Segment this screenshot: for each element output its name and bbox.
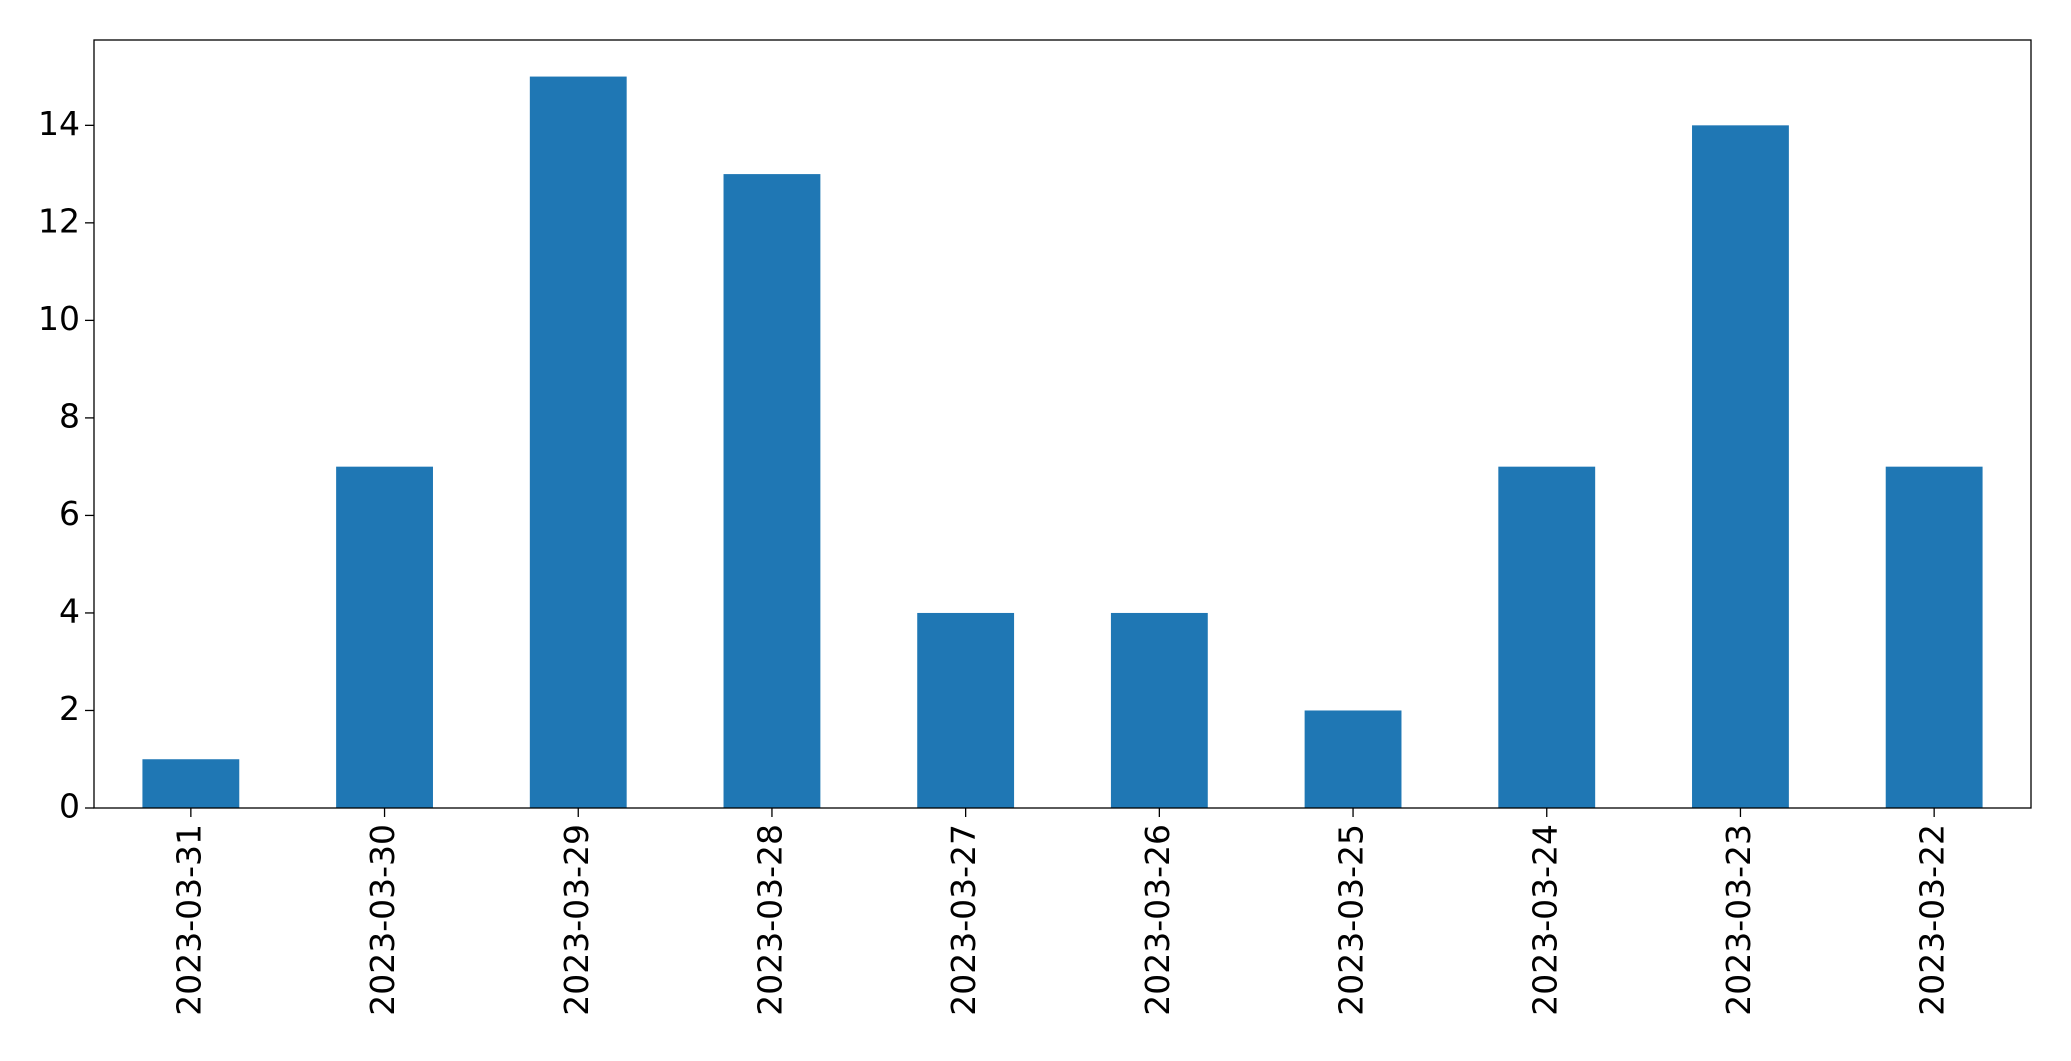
x-tick-label: 2023-03-25 <box>1332 824 1371 1016</box>
x-tick-label: 2023-03-22 <box>1913 824 1952 1016</box>
bar <box>1304 710 1402 808</box>
x-tick-label: 2023-03-23 <box>1719 824 1758 1016</box>
x-tick-label: 2023-03-31 <box>169 824 208 1016</box>
y-tick-label: 12 <box>38 201 80 240</box>
y-tick-label: 2 <box>59 689 80 728</box>
bar <box>1692 125 1789 809</box>
bar <box>142 759 240 808</box>
y-tick-label: 14 <box>38 104 80 143</box>
bar <box>1885 466 1983 808</box>
bar <box>723 174 821 809</box>
y-tick-label: 8 <box>59 396 80 435</box>
bar <box>529 76 627 809</box>
bar <box>336 466 433 808</box>
y-tick-label: 6 <box>59 494 80 533</box>
x-tick-label: 2023-03-24 <box>1525 824 1564 1016</box>
bar <box>917 612 1015 808</box>
x-tick-label: 2023-03-26 <box>1138 824 1177 1016</box>
x-tick-label: 2023-03-30 <box>363 824 402 1016</box>
y-tick-label: 4 <box>59 591 80 630</box>
y-tick-label: 0 <box>59 787 80 826</box>
plot-frame <box>93 39 2032 809</box>
bar <box>1498 466 1596 808</box>
y-tick-label: 10 <box>38 299 80 338</box>
x-tick-label: 2023-03-27 <box>944 824 983 1016</box>
bar <box>1110 612 1208 808</box>
x-tick-label: 2023-03-29 <box>557 824 596 1016</box>
x-tick-label: 2023-03-28 <box>750 824 789 1016</box>
